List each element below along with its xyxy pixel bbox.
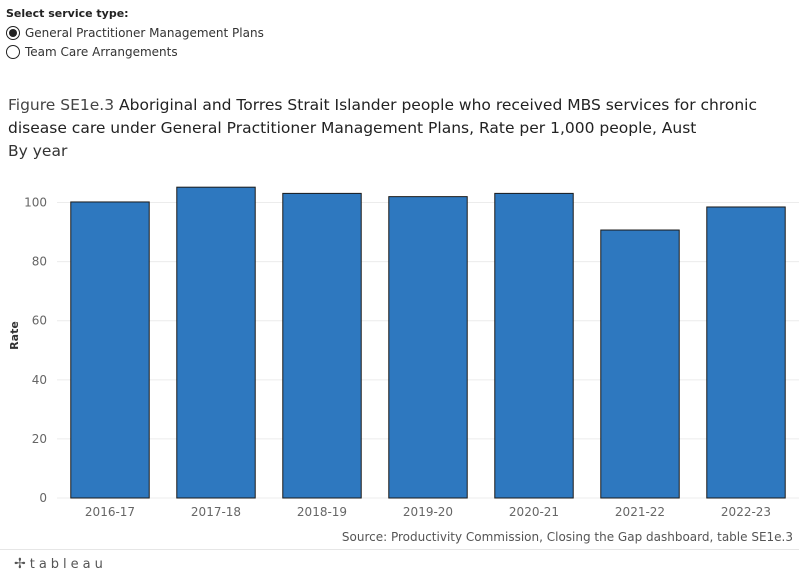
x-tick-label: 2022-23 <box>721 505 771 519</box>
radio-option-gp-management-plans[interactable]: General Practitioner Management Plans <box>6 23 264 42</box>
bar <box>70 201 150 499</box>
y-axis-label: Rate <box>8 321 21 350</box>
bar <box>176 186 256 499</box>
service-type-filter: Select service type: General Practitione… <box>6 7 264 61</box>
tableau-mark-icon: ✢ <box>14 556 26 572</box>
y-tick-label: 0 <box>39 491 47 505</box>
filter-label: Select service type: <box>6 7 129 20</box>
bar <box>600 229 680 499</box>
figure-number: Figure SE1e.3 <box>8 96 115 114</box>
radio-option-label: Team Care Arrangements <box>25 44 178 59</box>
bar <box>388 196 468 499</box>
y-tick-label: 40 <box>32 373 47 387</box>
x-tick-label: 2021-22 <box>615 505 665 519</box>
y-tick-label: 60 <box>32 314 47 328</box>
figure-title: Aboriginal and Torres Strait Islander pe… <box>8 96 758 137</box>
x-tick-label: 2017-18 <box>191 505 241 519</box>
source-note: Source: Productivity Commission, Closing… <box>341 530 793 544</box>
x-tick-label: 2018-19 <box>297 505 347 519</box>
bar-chart: 0 20 40 60 80 100 Rate 2016-17 2017-18 2018-19 201… <box>8 186 799 519</box>
x-tick-label: 2019-20 <box>403 505 453 519</box>
radio-option-label: General Practitioner Management Plans <box>25 25 264 40</box>
radio-option-team-care-arrangements[interactable]: Team Care Arrangements <box>6 42 264 61</box>
y-tick-label: 80 <box>32 255 47 269</box>
radio-unselected-icon[interactable] <box>6 44 20 59</box>
tableau-wordmark: tableau <box>29 556 107 572</box>
bar <box>494 192 574 499</box>
chart-title: Figure SE1e.3 Aboriginal and Torres Stra… <box>8 94 798 140</box>
y-tick-label: 20 <box>32 432 47 446</box>
y-tick-label: 100 <box>24 196 47 210</box>
bar <box>282 192 362 499</box>
footer-divider <box>0 549 799 550</box>
chart-subtitle: By year <box>8 142 68 160</box>
radio-selected-icon[interactable] <box>6 25 20 40</box>
x-tick-label: 2016-17 <box>85 505 135 519</box>
bar <box>706 206 786 499</box>
x-tick-label: 2020-21 <box>509 505 559 519</box>
tableau-logo[interactable]: ✢ tableau <box>14 556 107 572</box>
